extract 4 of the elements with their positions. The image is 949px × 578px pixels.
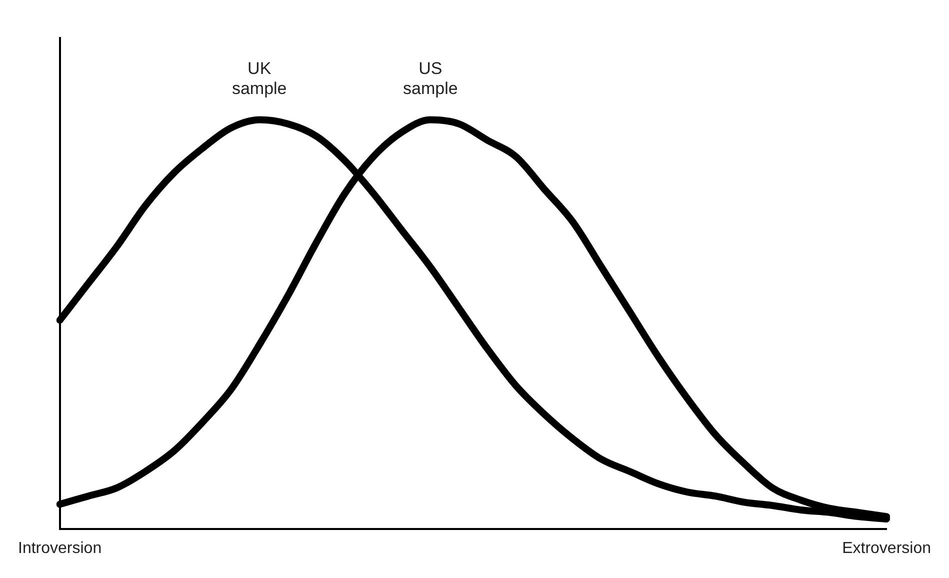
x-tick-label: Extroversion [842,540,931,557]
x-tick-label: Introversion [18,540,102,557]
series-label: US sample [403,58,458,98]
series-label: UK sample [232,58,287,98]
